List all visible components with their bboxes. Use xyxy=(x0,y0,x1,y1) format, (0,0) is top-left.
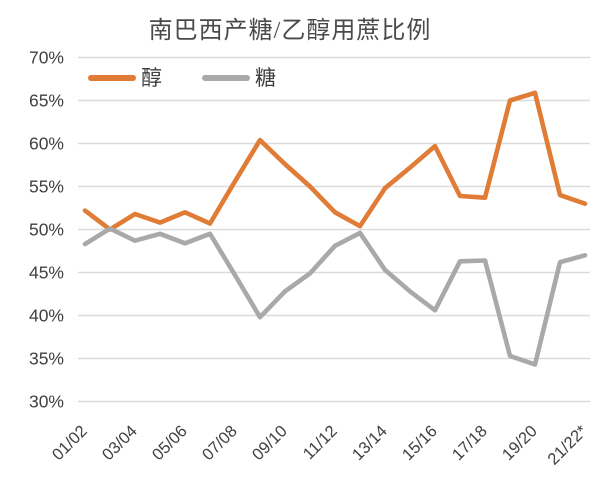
legend-item-sugar: 糖 xyxy=(202,66,276,90)
x-tick-label: 05/06 xyxy=(149,422,191,464)
chart-title: 南巴西产糖/乙醇用蔗比例 xyxy=(148,18,432,44)
x-tick-label: 03/04 xyxy=(99,422,141,464)
x-tick-label: 07/08 xyxy=(199,422,241,464)
x-tick-label: 13/14 xyxy=(349,422,391,464)
series-line-醇 xyxy=(82,90,588,232)
y-tick-label: 45% xyxy=(29,263,64,283)
legend-label-sugar: 糖 xyxy=(255,66,276,90)
y-tick-label: 60% xyxy=(29,134,64,154)
series-line-糖 xyxy=(82,226,588,367)
y-tick-label: 70% xyxy=(29,48,64,68)
y-tick-label: 65% xyxy=(29,91,64,111)
y-tick-label: 40% xyxy=(29,306,64,326)
x-tick-label: 11/12 xyxy=(300,422,341,463)
x-tick-label: 15/16 xyxy=(399,422,441,464)
y-tick-label: 55% xyxy=(29,177,64,197)
ethanol-line-swatch-icon xyxy=(88,75,136,81)
x-tick-label: 21/22* xyxy=(544,422,591,469)
y-tick-label: 50% xyxy=(29,220,64,240)
chart-legend: 醇 糖 xyxy=(88,66,316,90)
y-tick-label: 35% xyxy=(29,349,64,369)
sugar-line-swatch-icon xyxy=(202,75,250,81)
x-tick-label: 01/02 xyxy=(49,422,91,464)
legend-item-ethanol: 醇 xyxy=(88,66,162,90)
x-tick-label: 19/20 xyxy=(499,422,541,464)
legend-label-ethanol: 醇 xyxy=(141,66,162,90)
x-tick-label: 09/10 xyxy=(249,422,291,464)
x-tick-label: 17/18 xyxy=(449,422,491,464)
y-tick-label: 30% xyxy=(29,392,64,412)
